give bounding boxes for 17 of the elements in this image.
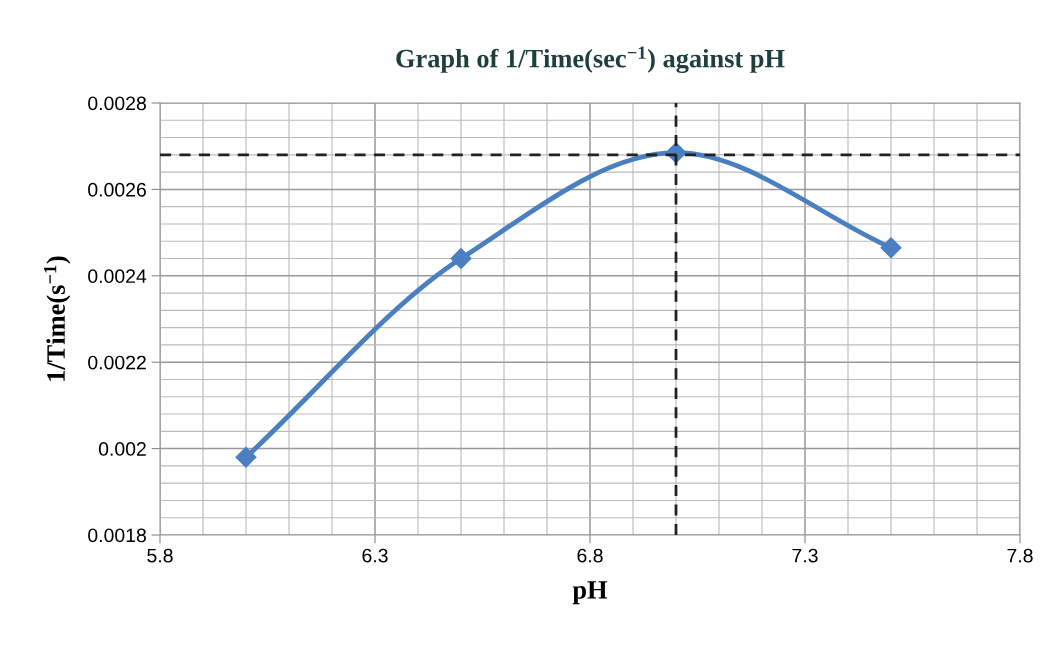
- y-tick-label: 0.0026: [88, 182, 146, 197]
- x-tick-label: 6.8: [577, 548, 603, 563]
- point: [450, 248, 472, 270]
- point: [880, 237, 902, 259]
- y-tick-label: 0.0018: [88, 528, 146, 543]
- y-tick-label: 0.002: [98, 442, 146, 456]
- x-tick-label: 7.3: [792, 548, 818, 563]
- y-tick-label: 0.0028: [88, 96, 146, 111]
- y-tick-label: 0.0024: [88, 269, 147, 284]
- y-axis-title: 1/Time(s$^{−1}$): [44, 256, 71, 381]
- chart-title: Graph of 1/Time(sec$^{−1}$) against pH: [396, 46, 785, 74]
- y-tick-label: 0.0022: [88, 355, 146, 370]
- x-tick-label: 5.8: [147, 548, 173, 563]
- x-axis-title: pH: [572, 581, 608, 605]
- x-tick-label: 7.8: [1007, 548, 1033, 563]
- point: [235, 446, 257, 468]
- x-tick-label: 6.3: [362, 548, 388, 563]
